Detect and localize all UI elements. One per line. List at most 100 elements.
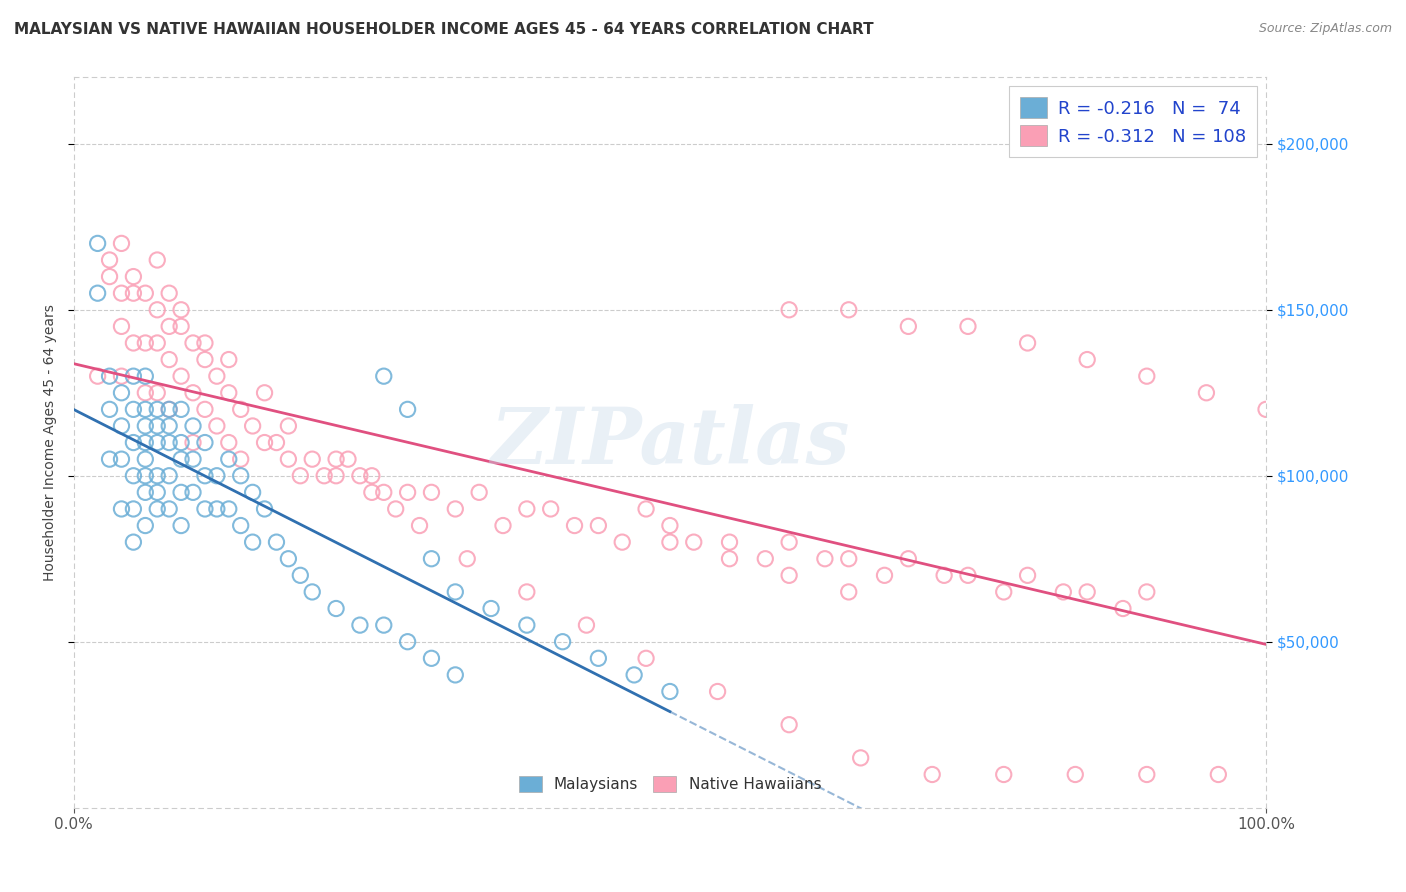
Point	[1136, 767, 1159, 781]
Point	[337, 452, 360, 467]
Point	[170, 435, 193, 450]
Point	[373, 369, 395, 384]
Point	[290, 568, 312, 582]
Point	[838, 585, 860, 599]
Point	[575, 618, 598, 632]
Point	[110, 385, 132, 400]
Point	[122, 535, 145, 549]
Point	[170, 369, 193, 384]
Point	[551, 634, 574, 648]
Point	[588, 651, 610, 665]
Point	[181, 452, 204, 467]
Point	[314, 468, 336, 483]
Point	[170, 302, 193, 317]
Point	[1208, 767, 1230, 781]
Point	[86, 369, 108, 384]
Point	[122, 286, 145, 301]
Point	[122, 369, 145, 384]
Point	[993, 767, 1015, 781]
Point	[396, 402, 419, 417]
Point	[754, 551, 776, 566]
Text: Source: ZipAtlas.com: Source: ZipAtlas.com	[1258, 22, 1392, 36]
Text: ZIPatlas: ZIPatlas	[491, 404, 849, 481]
Point	[360, 468, 382, 483]
Point	[98, 369, 121, 384]
Point	[564, 518, 586, 533]
Point	[205, 502, 228, 516]
Text: MALAYSIAN VS NATIVE HAWAIIAN HOUSEHOLDER INCOME AGES 45 - 64 YEARS CORRELATION C: MALAYSIAN VS NATIVE HAWAIIAN HOUSEHOLDER…	[14, 22, 873, 37]
Point	[396, 634, 419, 648]
Point	[838, 551, 860, 566]
Point	[1254, 402, 1277, 417]
Point	[110, 286, 132, 301]
Point	[838, 302, 860, 317]
Point	[98, 402, 121, 417]
Point	[146, 485, 169, 500]
Point	[86, 286, 108, 301]
Point	[157, 402, 180, 417]
Point	[277, 419, 299, 434]
Point	[373, 618, 395, 632]
Point	[873, 568, 896, 582]
Point	[122, 402, 145, 417]
Point	[325, 468, 347, 483]
Point	[229, 402, 252, 417]
Point	[932, 568, 955, 582]
Point	[157, 319, 180, 334]
Point	[134, 452, 156, 467]
Point	[110, 452, 132, 467]
Point	[444, 668, 467, 682]
Point	[1076, 585, 1098, 599]
Point	[1076, 352, 1098, 367]
Point	[516, 502, 538, 516]
Point	[134, 468, 156, 483]
Point	[98, 252, 121, 267]
Point	[170, 518, 193, 533]
Point	[146, 419, 169, 434]
Point	[1136, 585, 1159, 599]
Point	[205, 419, 228, 434]
Point	[134, 518, 156, 533]
Point	[778, 568, 800, 582]
Point	[157, 435, 180, 450]
Point	[301, 452, 323, 467]
Point	[253, 385, 276, 400]
Point	[98, 452, 121, 467]
Point	[612, 535, 634, 549]
Point	[146, 468, 169, 483]
Point	[242, 535, 264, 549]
Point	[110, 369, 132, 384]
Point	[277, 551, 299, 566]
Point	[157, 352, 180, 367]
Point	[218, 452, 240, 467]
Point	[157, 402, 180, 417]
Point	[229, 468, 252, 483]
Point	[956, 568, 979, 582]
Point	[718, 551, 741, 566]
Point	[194, 435, 217, 450]
Point	[134, 369, 156, 384]
Point	[492, 518, 515, 533]
Point	[146, 435, 169, 450]
Point	[384, 502, 406, 516]
Point	[181, 419, 204, 434]
Point	[181, 385, 204, 400]
Point	[658, 518, 681, 533]
Point	[110, 502, 132, 516]
Point	[325, 452, 347, 467]
Point	[170, 485, 193, 500]
Point	[479, 601, 502, 615]
Point	[897, 551, 920, 566]
Point	[444, 502, 467, 516]
Point	[110, 419, 132, 434]
Point	[1112, 601, 1135, 615]
Point	[110, 319, 132, 334]
Point	[122, 468, 145, 483]
Point	[146, 336, 169, 351]
Point	[218, 435, 240, 450]
Point	[277, 452, 299, 467]
Point	[1195, 385, 1218, 400]
Point	[420, 651, 443, 665]
Point	[134, 419, 156, 434]
Point	[194, 352, 217, 367]
